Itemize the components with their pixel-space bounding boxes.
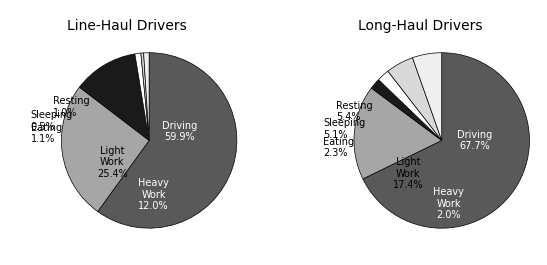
Wedge shape xyxy=(379,71,442,140)
Text: Eating
1.1%: Eating 1.1% xyxy=(31,123,62,144)
Wedge shape xyxy=(363,53,529,228)
Wedge shape xyxy=(144,53,149,140)
Text: Resting
1.0%: Resting 1.0% xyxy=(53,96,89,118)
Text: Heavy
Work
2.0%: Heavy Work 2.0% xyxy=(433,187,464,220)
Title: Long-Haul Drivers: Long-Haul Drivers xyxy=(358,19,482,33)
Text: Resting
5.4%: Resting 5.4% xyxy=(336,101,373,122)
Text: Heavy
Work
12.0%: Heavy Work 12.0% xyxy=(138,178,169,211)
Title: Line-Haul Drivers: Line-Haul Drivers xyxy=(67,19,187,33)
Text: Sleeping
0.5%: Sleeping 0.5% xyxy=(31,110,73,132)
Text: Light
Work
17.4%: Light Work 17.4% xyxy=(393,157,424,190)
Wedge shape xyxy=(61,87,149,211)
Text: Driving
67.7%: Driving 67.7% xyxy=(457,130,493,151)
Text: Driving
59.9%: Driving 59.9% xyxy=(162,121,197,143)
Wedge shape xyxy=(135,53,149,140)
Wedge shape xyxy=(354,88,442,179)
Wedge shape xyxy=(98,53,237,228)
Text: Eating
2.3%: Eating 2.3% xyxy=(323,137,354,158)
Wedge shape xyxy=(371,80,442,140)
Wedge shape xyxy=(412,53,442,140)
Wedge shape xyxy=(79,54,149,140)
Wedge shape xyxy=(141,53,149,140)
Text: Sleeping
5.1%: Sleeping 5.1% xyxy=(323,118,365,140)
Wedge shape xyxy=(388,58,442,140)
Text: Light
Work
25.4%: Light Work 25.4% xyxy=(97,146,127,179)
